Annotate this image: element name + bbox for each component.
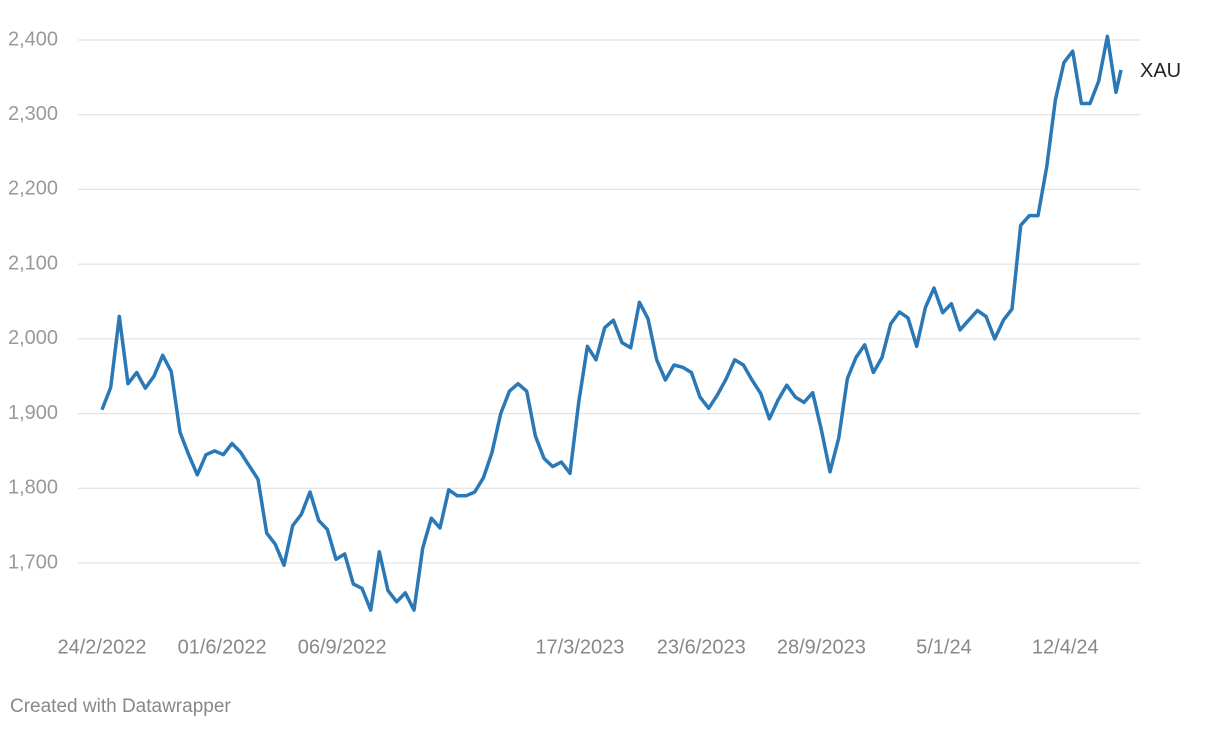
x-tick-label: 5/1/24 [916, 636, 972, 658]
line [100, 34, 1123, 612]
x-tick-label: 01/6/2022 [178, 636, 267, 658]
y-tick-label: 1,700 [8, 551, 58, 573]
x-tick-label: 24/2/2022 [58, 636, 147, 658]
y-tick-label: 2,300 [8, 103, 58, 125]
y-tick-label: 1,900 [8, 402, 58, 424]
y-tick-label: 2,000 [8, 327, 58, 349]
x-tick-label: 23/6/2023 [657, 636, 746, 658]
footer: Created with Datawrapper [10, 696, 231, 717]
y-tick-label: 1,800 [8, 477, 58, 499]
series-label: XAU [1140, 60, 1181, 82]
x-tick-label: 06/9/2022 [298, 636, 387, 658]
y-tick-label: 2,400 [8, 28, 58, 50]
y-tick-label: 2,100 [8, 252, 58, 274]
x-tick-label: 17/3/2023 [535, 636, 624, 658]
x-tick-label: 28/9/2023 [777, 636, 866, 658]
y-tick-label: 2,200 [8, 178, 58, 200]
x-tick-label: 12/4/24 [1032, 636, 1099, 658]
